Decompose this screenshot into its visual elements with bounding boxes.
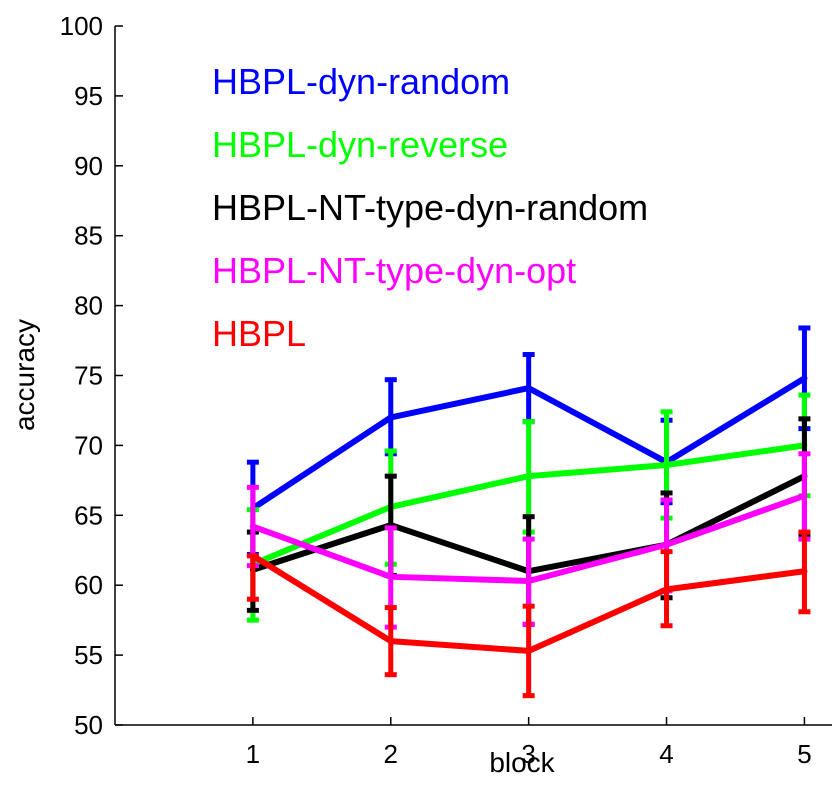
data-point [249,523,256,530]
data-point [525,647,532,654]
y-tick-label: 65 [74,500,103,530]
y-tick-label: 70 [74,430,103,460]
x-tick-label: 4 [659,739,673,769]
y-tick-label: 60 [74,570,103,600]
axes: 50 55 60 65 70 75 80 85 90 95 100 1 2 3 4 5 [60,11,832,769]
data-point [801,568,808,575]
y-axis-label: accuracy [9,319,40,431]
y-tick-label: 80 [74,291,103,321]
data-point [801,375,808,382]
data-point [801,492,808,499]
x-tick-label: 1 [246,739,260,769]
legend-entry: HBPL [212,313,306,354]
x-tick-label: 3 [521,739,535,769]
y-tick-label: 100 [60,11,103,41]
series-4 [246,529,811,699]
y-tick-label: 85 [74,221,103,251]
y-tick-label: 95 [74,81,103,111]
y-tick-label: 75 [74,361,103,391]
legend-entry: HBPL-dyn-reverse [212,124,508,165]
series-group [246,325,811,699]
data-point [387,573,394,580]
legend-entry: HBPL-NT-type-dyn-opt [212,250,576,291]
legend: HBPL-dyn-random HBPL-dyn-reverse HBPL-NT-t… [212,61,648,354]
data-point [525,385,532,392]
x-tick-label: 5 [797,739,811,769]
data-point [249,552,256,559]
legend-entry: HBPL-NT-type-dyn-random [212,187,648,228]
y-tick-label: 55 [74,640,103,670]
y-tick-label: 90 [74,151,103,181]
data-point [663,586,670,593]
y-tick-label: 50 [74,710,103,740]
x-tick-label: 2 [384,739,398,769]
x-axis-label: block [489,747,555,778]
data-point [525,473,532,480]
data-point [387,638,394,645]
data-point [387,414,394,421]
data-point [663,461,670,468]
data-point [663,541,670,548]
legend-entry: HBPL-dyn-random [212,61,510,102]
data-point [525,578,532,585]
